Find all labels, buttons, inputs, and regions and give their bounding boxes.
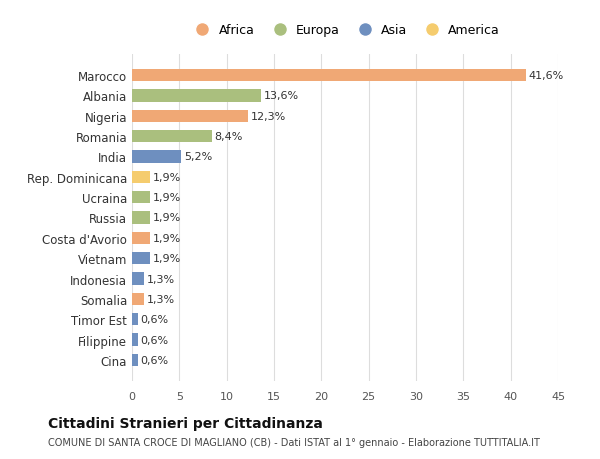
Text: 5,2%: 5,2%	[184, 152, 212, 162]
Bar	[132, 354, 137, 366]
Text: 0,6%: 0,6%	[140, 335, 169, 345]
Text: 0,6%: 0,6%	[140, 314, 169, 325]
Bar	[132, 192, 150, 204]
Text: COMUNE DI SANTA CROCE DI MAGLIANO (CB) - Dati ISTAT al 1° gennaio - Elaborazione: COMUNE DI SANTA CROCE DI MAGLIANO (CB) -…	[48, 437, 540, 447]
Bar	[132, 293, 145, 305]
Bar	[132, 151, 181, 163]
Bar	[132, 334, 137, 346]
Bar	[132, 70, 526, 82]
Text: 0,6%: 0,6%	[140, 355, 169, 365]
Text: 1,9%: 1,9%	[153, 254, 181, 263]
Text: 1,9%: 1,9%	[153, 193, 181, 203]
Bar	[132, 232, 150, 244]
Text: 1,3%: 1,3%	[147, 294, 175, 304]
Text: 1,9%: 1,9%	[153, 213, 181, 223]
Text: 1,9%: 1,9%	[153, 173, 181, 182]
Bar	[132, 90, 261, 102]
Bar	[132, 273, 145, 285]
Text: 1,9%: 1,9%	[153, 233, 181, 243]
Text: 41,6%: 41,6%	[529, 71, 564, 81]
Text: 12,3%: 12,3%	[251, 112, 287, 122]
Text: 13,6%: 13,6%	[263, 91, 299, 101]
Bar	[132, 171, 150, 184]
Legend: Africa, Europa, Asia, America: Africa, Europa, Asia, America	[185, 19, 505, 42]
Bar	[132, 252, 150, 265]
Bar	[132, 313, 137, 325]
Bar	[132, 111, 248, 123]
Text: 1,3%: 1,3%	[147, 274, 175, 284]
Text: 8,4%: 8,4%	[214, 132, 243, 142]
Bar	[132, 212, 150, 224]
Bar	[132, 131, 212, 143]
Text: Cittadini Stranieri per Cittadinanza: Cittadini Stranieri per Cittadinanza	[48, 416, 323, 430]
